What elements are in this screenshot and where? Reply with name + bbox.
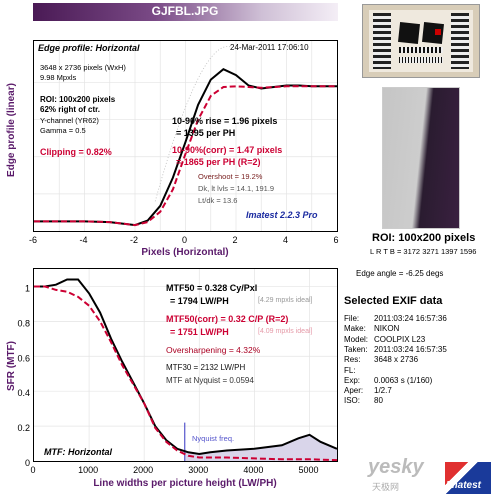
mtf-xtick-label: 5000 — [298, 465, 318, 475]
exif-key: Exp: — [344, 376, 374, 385]
exif-key: ISO: — [344, 396, 374, 405]
roi-coords: L R T B = 3172 3271 1397 1596 — [370, 247, 476, 256]
exif-value: 0.0063 s (1/160) — [374, 376, 432, 385]
edge-rise-line2: = 1395 per PH — [176, 128, 235, 138]
mtf-ytick-label: 0.8 — [17, 318, 30, 328]
edge-roi-line: ROI: 100x200 pixels — [40, 95, 115, 104]
oversharpening-line: Oversharpening = 4.32% — [166, 345, 260, 355]
yesky-watermark: yesky — [368, 456, 424, 479]
edge-ylabel: Edge profile (linear) — [6, 70, 17, 190]
mtf-yticks: 0 0.2 0.4 0.6 0.8 1 — [10, 265, 32, 495]
exif-key: File: — [344, 314, 374, 323]
edge-xtick-label: -2 — [130, 235, 138, 245]
mtf-xticks: 0 1000 2000 3000 4000 5000 — [20, 462, 350, 478]
test-chart-thumbnail — [362, 4, 480, 78]
exif-key: Make: — [344, 324, 374, 333]
exif-key: FL: — [344, 366, 374, 375]
mtf-series-corrected — [34, 287, 337, 461]
edge-channel-line: Y-channel (YR62) — [40, 116, 99, 125]
edge-xlabel: Pixels (Horizontal) — [110, 247, 260, 258]
exif-row: Res: 3648 x 2736 — [344, 355, 418, 364]
mtf30-line: MTF30 = 2132 LW/PH — [166, 363, 245, 372]
exif-value: 80 — [374, 396, 383, 405]
imatest-logo-text: Imatest — [446, 480, 481, 491]
mtf-corr-ideal: [4.09 mpxls ideal] — [258, 328, 312, 335]
mtf-corr-line2: = 1751 LW/PH — [170, 327, 229, 337]
mtf-ytick-label: 0.2 — [17, 423, 30, 433]
imatest-logo: Imatest — [445, 462, 491, 494]
edge-overshoot-line: Overshoot = 19.2% — [198, 172, 262, 181]
exif-key: Res: — [344, 355, 374, 364]
mtf50-line1: MTF50 = 0.328 Cy/Pxl — [166, 283, 257, 293]
edge-mpxls-line: 9.98 Mpxls — [40, 73, 76, 82]
edge-xtick-label: -4 — [79, 235, 87, 245]
roi-crop-image — [382, 87, 460, 229]
edge-xtick-label: -6 — [29, 235, 37, 245]
exif-row: Taken: 2011:03:24 16:57:35 — [344, 345, 447, 354]
exif-row: FL: — [344, 366, 374, 375]
exif-key: Taken: — [344, 345, 374, 354]
edge-timestamp: 24-Mar-2011 17:06:10 — [230, 43, 309, 52]
mtf-corr-line1: MTF50(corr) = 0.32 C/P (R=2) — [166, 314, 288, 324]
edge-xtick-label: 6 — [333, 235, 338, 245]
roi-caption: ROI: 100x200 pixels — [372, 232, 475, 244]
mtf50-line2: = 1794 LW/PH — [170, 296, 229, 306]
mtf-xtick-label: 4000 — [243, 465, 263, 475]
file-name: GJFBL.JPG — [120, 4, 250, 18]
edge-rise-line1: 10-90% rise = 1.96 pixels — [172, 116, 277, 126]
edge-ltdk-line: Lt/dk = 13.6 — [198, 196, 237, 205]
exif-value: 3648 x 2736 — [374, 355, 418, 364]
exif-value: 1/2.7 — [374, 386, 392, 395]
mtf-ytick-label: 1 — [25, 283, 30, 293]
imatest-version: Imatest 2.2.3 Pro — [246, 210, 318, 220]
exif-value: NIKON — [374, 324, 399, 333]
yesky-cn-text: 天极网 — [372, 480, 399, 493]
mtf-xlabel: Line widths per picture height (LW/PH) — [60, 478, 310, 489]
mtf-xtick-label: 3000 — [188, 465, 208, 475]
edge-corr-line2: = 1865 per PH (R=2) — [176, 157, 261, 167]
edge-xtick-label: 0 — [182, 235, 187, 245]
exif-title: Selected EXIF data — [344, 295, 442, 307]
edge-gamma-line: Gamma = 0.5 — [40, 126, 86, 135]
exif-row: Exp: 0.0063 s (1/160) — [344, 376, 432, 385]
nyquist-mtf-line: MTF at Nyquist = 0.0594 — [166, 376, 254, 385]
exif-value: 2011:03:24 16:57:35 — [374, 345, 447, 354]
exif-row: Model: COOLPIX L23 — [344, 335, 425, 344]
exif-row: Aper: 1/2.7 — [344, 386, 392, 395]
mtf-xtick-label: 2000 — [133, 465, 153, 475]
exif-row: ISO: 80 — [344, 396, 383, 405]
nyquist-label: Nyquist freq. — [192, 434, 234, 443]
exif-row: File: 2011:03:24 16:57:36 — [344, 314, 447, 323]
edge-xtick-label: 2 — [232, 235, 237, 245]
mtf-ytick-label: 0.4 — [17, 388, 30, 398]
edge-corr-line1: 10-90%(corr) = 1.47 pixels — [172, 145, 282, 155]
exif-value: 2011:03:24 16:57:36 — [374, 314, 447, 323]
edge-xticks: -6 -4 -2 0 2 4 6 — [20, 232, 350, 248]
mtf-xtick-label: 1000 — [78, 465, 98, 475]
edge-size-line: 3648 x 2736 pixels (WxH) — [40, 63, 126, 72]
edge-title: Edge profile: Horizontal — [38, 43, 140, 53]
mtf-xtick-label: 0 — [30, 465, 35, 475]
exif-value: COOLPIX L23 — [374, 335, 425, 344]
exif-key: Aper: — [344, 386, 374, 395]
edge-xtick-label: 4 — [283, 235, 288, 245]
edge-levels-line: Dk, lt lvls = 14.1, 191.9 — [198, 184, 274, 193]
edge-position-line: 62% right of ctr. — [40, 105, 100, 114]
mtf50-ideal: [4.29 mpxls ideal] — [258, 297, 312, 304]
exif-key: Model: — [344, 335, 374, 344]
mtf-ytick-label: 0.6 — [17, 353, 30, 363]
edge-angle: Edge angle = -6.25 degs — [356, 269, 443, 278]
mtf-panel-label: MTF: Horizontal — [44, 447, 112, 457]
exif-row: Make: NIKON — [344, 324, 399, 333]
edge-clipping-line: Clipping = 0.82% — [40, 147, 112, 157]
